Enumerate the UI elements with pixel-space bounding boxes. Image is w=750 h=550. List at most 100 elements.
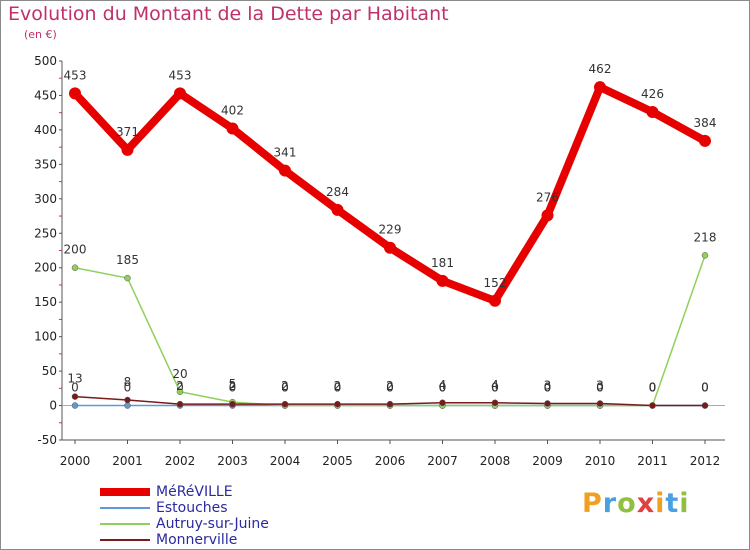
data-label: 0 <box>229 381 237 395</box>
data-label: 402 <box>221 104 244 118</box>
logo-letter: i <box>655 488 666 519</box>
data-label: 0 <box>491 381 499 395</box>
data-point <box>439 399 446 407</box>
data-label: 0 <box>281 381 289 395</box>
chart-title: Evolution du Montant de la Dette par Hab… <box>8 3 449 25</box>
legend-swatch <box>100 523 150 525</box>
logo-letter: o <box>617 488 637 519</box>
legend-swatch <box>100 507 150 509</box>
data-point <box>176 400 184 408</box>
data-point <box>121 143 134 156</box>
y-tick-label: 50 <box>42 364 57 378</box>
data-label: 0 <box>544 381 552 395</box>
data-point <box>491 399 499 407</box>
legend-swatch <box>100 539 150 541</box>
data-label: 0 <box>281 381 289 395</box>
y-tick-label: -50 <box>37 433 57 447</box>
data-point <box>386 400 394 408</box>
data-label: 2 <box>386 379 394 393</box>
data-label: 152 <box>484 276 507 290</box>
data-point <box>281 400 289 408</box>
data-point <box>71 402 79 409</box>
data-point <box>229 400 236 408</box>
legend-item: Monnerville <box>100 532 269 548</box>
legend-item: MéRéVILLE <box>100 484 269 500</box>
x-tick-label: 2012 <box>690 454 721 468</box>
data-point <box>124 396 131 404</box>
data-label: 462 <box>589 62 612 76</box>
y-tick-label: 400 <box>34 123 57 137</box>
data-label: 0 <box>649 381 657 395</box>
data-point <box>489 294 501 307</box>
logo-letter: t <box>665 488 680 519</box>
data-label: 0 <box>334 381 342 395</box>
data-point <box>176 388 184 396</box>
data-label: 453 <box>64 68 87 82</box>
data-point <box>541 209 554 222</box>
data-point <box>701 402 709 409</box>
proxiti-logo: Proxiti <box>582 488 690 519</box>
x-tick-label: 2008 <box>480 454 511 468</box>
data-label: 2 <box>229 379 237 393</box>
y-tick-label: 200 <box>34 261 57 275</box>
series-line <box>71 83 709 305</box>
data-label: 0 <box>71 381 79 395</box>
chart-subtitle: (en €) <box>24 28 57 41</box>
y-tick-label: 100 <box>34 330 57 344</box>
x-tick-label: 2002 <box>165 454 196 468</box>
data-label: 0 <box>386 381 394 395</box>
data-point <box>279 164 291 177</box>
data-point <box>594 81 606 94</box>
data-label: 8 <box>124 375 132 389</box>
data-point <box>384 241 396 254</box>
data-label: 0 <box>649 381 657 395</box>
series-monnerville: 13 8 2 2 2 2 2 4 4 3 3 0 0 <box>67 372 709 409</box>
data-label: 0 <box>491 381 499 395</box>
data-label: 0 <box>439 381 447 395</box>
x-tick-label: 2007 <box>427 454 458 468</box>
x-tick-label: 2000 <box>60 454 91 468</box>
data-point <box>649 402 656 409</box>
data-point <box>331 203 344 216</box>
data-label: 185 <box>116 253 139 267</box>
data-label: 0 <box>701 381 709 395</box>
data-label: 0 <box>124 381 132 395</box>
logo-letter: r <box>602 488 618 519</box>
data-label: 3 <box>544 378 552 392</box>
y-tick-label: 0 <box>49 399 57 413</box>
y-tick-label: 300 <box>34 192 57 206</box>
data-point <box>699 134 711 147</box>
data-label: 0 <box>649 381 657 395</box>
legend-item: Autruy-sur-Juine <box>100 516 269 532</box>
data-label: 2 <box>281 379 289 393</box>
data-label: 341 <box>274 146 297 160</box>
data-label: 453 <box>169 68 192 82</box>
data-point <box>71 264 79 271</box>
data-point <box>701 252 709 259</box>
data-point <box>334 400 341 408</box>
data-label: 4 <box>491 378 499 392</box>
y-tick-label: 150 <box>34 295 57 309</box>
y-tick-label: 250 <box>34 226 57 240</box>
data-label: 0 <box>544 381 552 395</box>
data-label: 181 <box>431 256 454 270</box>
x-tick-label: 2010 <box>585 454 616 468</box>
data-label: 426 <box>641 87 664 101</box>
legend-label: Autruy-sur-Juine <box>156 516 269 532</box>
data-label: 0 <box>176 381 184 395</box>
data-label: 5 <box>229 377 237 391</box>
data-label: 4 <box>439 378 447 392</box>
legend-label: Estouches <box>156 500 228 516</box>
data-label: 218 <box>694 230 717 244</box>
data-point <box>174 87 186 100</box>
data-label: 0 <box>439 381 447 395</box>
logo-letter: i <box>679 488 690 519</box>
logo-letter: x <box>636 488 656 519</box>
data-point <box>646 105 659 118</box>
data-label: 276 <box>536 190 559 204</box>
legend-label: Monnerville <box>156 532 238 548</box>
x-tick-label: 2004 <box>270 454 301 468</box>
data-label: 0 <box>701 381 709 395</box>
data-point <box>544 400 551 407</box>
series-m-r-ville: 453 371 453 402 341 284 229 181 152 276 462 426 384 <box>64 62 716 307</box>
